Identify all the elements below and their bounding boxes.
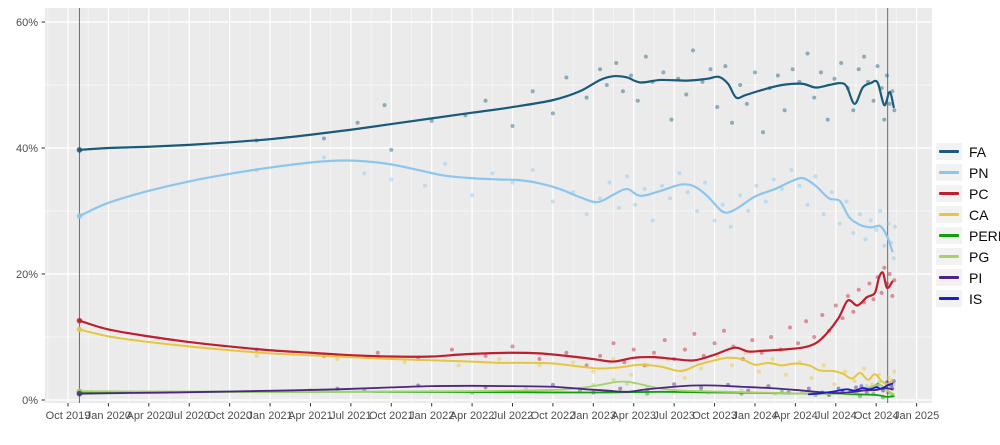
x-tick-label: Jan 2021 (247, 410, 292, 422)
x-tick-label: Jul 2023 (653, 410, 695, 422)
legend-key-PI (936, 269, 962, 286)
legend-label-PI: PI (969, 269, 983, 286)
legend-key-PG (936, 248, 962, 265)
legend-item-PC: PC (936, 183, 1000, 204)
x-tick-label: Jul 2024 (815, 410, 857, 422)
result-point-PN (76, 213, 83, 219)
legend-swatch-line (939, 234, 959, 237)
result-point-PI (76, 390, 83, 397)
x-tick-label: Jan 2022 (409, 410, 454, 422)
legend-key-PC (936, 185, 962, 202)
legend-key-IS (936, 290, 962, 307)
y-tick-label: 20% (16, 269, 38, 281)
legend-item-PERI: PERI (936, 225, 1000, 246)
x-tick-label: Oct 2020 (207, 410, 252, 422)
legend-item-CA: CA (936, 204, 1000, 225)
legend-label-IS: IS (969, 290, 983, 307)
x-tick-label: Jul 2021 (330, 410, 372, 422)
legend-key-PERI (936, 227, 962, 244)
legend-label-PG: PG (969, 248, 990, 265)
legend-label-PN: PN (969, 164, 989, 181)
legend-label-PERI: PERI (969, 227, 1000, 244)
trend-line-CA (78, 328, 894, 386)
legend-swatch-line (939, 171, 959, 174)
legend-item-IS: IS (936, 288, 1000, 309)
legend-label-CA: CA (969, 206, 989, 223)
scatter-CA (254, 350, 897, 393)
legend-swatch-line (939, 297, 959, 300)
x-tick-label: Apr 2023 (611, 410, 656, 422)
trend-line-IS (807, 382, 894, 396)
result-point-PC (76, 317, 83, 324)
x-tick-label: Oct 2023 (692, 410, 737, 422)
trend-line-PI (78, 384, 894, 395)
legend-label-PC: PC (969, 185, 989, 202)
plot-area (76, 48, 898, 400)
legend-item-PG: PG (936, 246, 1000, 267)
x-tick-label: Jul 2022 (492, 410, 534, 422)
chart-legend: FA PN PC CA PERI PG PI IS (936, 141, 1000, 309)
x-tick-label: Jan 2025 (894, 410, 939, 422)
x-tick-label: Jul 2020 (168, 410, 210, 422)
x-tick-label: Apr 2022 (450, 410, 495, 422)
gridlines (45, 8, 932, 403)
x-tick-label: Jan 2023 (571, 410, 616, 422)
x-tick-label: Oct 2024 (854, 410, 899, 422)
x-tick-label: Oct 2019 (46, 410, 91, 422)
trend-line-PN (78, 159, 894, 253)
x-tick-label: Apr 2020 (126, 410, 171, 422)
x-tick-label: Apr 2024 (773, 410, 818, 422)
legend-swatch-line (939, 255, 959, 258)
x-tick-label: Jan 2020 (86, 410, 131, 422)
result-point-FA (76, 147, 83, 153)
trend-line-FA (78, 74, 895, 151)
legend-item-FA: FA (936, 141, 1000, 162)
legend-item-PI: PI (936, 267, 1000, 288)
x-tick-label: Jan 2024 (732, 410, 777, 422)
x-tick-label: Oct 2022 (531, 410, 576, 422)
legend-swatch-line (939, 150, 959, 153)
y-tick-label: 0% (22, 395, 38, 407)
scatter-PN (254, 155, 898, 261)
legend-key-FA (936, 143, 962, 160)
legend-key-CA (936, 206, 962, 223)
trend-line-PC (78, 271, 894, 363)
y-tick-label: 40% (16, 143, 38, 155)
result-point-CA (76, 326, 83, 333)
legend-swatch-line (939, 213, 959, 216)
x-tick-label: Oct 2021 (369, 410, 414, 422)
legend-swatch-line (939, 276, 959, 279)
legend-swatch-line (939, 192, 959, 195)
legend-label-FA: FA (969, 143, 987, 160)
y-tick-label: 60% (16, 17, 38, 29)
legend-item-PN: PN (936, 162, 1000, 183)
legend-key-PN (936, 164, 962, 181)
x-tick-label: Apr 2021 (288, 410, 333, 422)
